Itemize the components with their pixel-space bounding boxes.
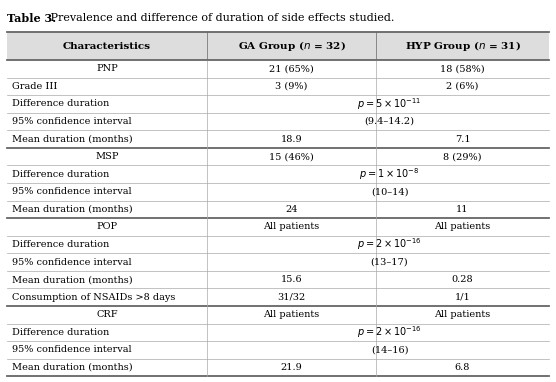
Text: Consumption of NSAIDs >8 days: Consumption of NSAIDs >8 days: [12, 293, 176, 302]
Text: $p = 2 \times 10^{-16}$: $p = 2 \times 10^{-16}$: [357, 324, 422, 340]
Text: PNP: PNP: [96, 64, 118, 73]
Text: 11: 11: [456, 205, 469, 214]
Text: Mean duration (months): Mean duration (months): [12, 275, 133, 284]
Text: 95% confidence interval: 95% confidence interval: [12, 117, 132, 126]
Text: $p = 1 \times 10^{-8}$: $p = 1 \times 10^{-8}$: [359, 166, 420, 182]
Text: Mean duration (months): Mean duration (months): [12, 134, 133, 144]
Text: 18.9: 18.9: [281, 134, 302, 144]
Text: Table 3.: Table 3.: [7, 13, 56, 24]
Text: 15.6: 15.6: [281, 275, 302, 284]
Text: (9.4–14.2): (9.4–14.2): [365, 117, 415, 126]
Text: 95% confidence interval: 95% confidence interval: [12, 345, 132, 354]
Text: GA Group ($\it{n}$ = 32): GA Group ($\it{n}$ = 32): [237, 39, 345, 53]
Text: 15 (46%): 15 (46%): [269, 152, 314, 161]
Text: All patients: All patients: [264, 310, 320, 319]
Text: Mean duration (months): Mean duration (months): [12, 363, 133, 372]
Text: All patients: All patients: [434, 222, 490, 231]
Text: 18 (58%): 18 (58%): [440, 64, 485, 73]
Text: (10–14): (10–14): [371, 187, 408, 196]
Text: MSP: MSP: [95, 152, 119, 161]
Text: 21 (65%): 21 (65%): [269, 64, 314, 73]
Text: (13–17): (13–17): [371, 257, 408, 267]
Text: 95% confidence interval: 95% confidence interval: [12, 257, 132, 267]
Text: 31/32: 31/32: [277, 293, 306, 302]
Text: 7.1: 7.1: [455, 134, 470, 144]
Text: HYP Group ($\it{n}$ = 31): HYP Group ($\it{n}$ = 31): [405, 39, 520, 53]
Text: Difference duration: Difference duration: [12, 170, 110, 179]
Text: Characteristics: Characteristics: [63, 42, 151, 51]
Text: CRF: CRF: [96, 310, 118, 319]
Text: Difference duration: Difference duration: [12, 328, 110, 337]
Text: Grade III: Grade III: [12, 82, 58, 91]
Text: 1/1: 1/1: [455, 293, 470, 302]
Text: Mean duration (months): Mean duration (months): [12, 205, 133, 214]
Bar: [7, 32, 549, 60]
Text: 3 (9%): 3 (9%): [275, 82, 308, 91]
Text: 6.8: 6.8: [455, 363, 470, 372]
Text: $p = 2 \times 10^{-16}$: $p = 2 \times 10^{-16}$: [357, 236, 422, 253]
Text: 95% confidence interval: 95% confidence interval: [12, 187, 132, 196]
Text: All patients: All patients: [434, 310, 490, 319]
Text: (14–16): (14–16): [371, 345, 408, 354]
Text: Difference duration: Difference duration: [12, 240, 110, 249]
Text: POP: POP: [97, 222, 118, 231]
Text: All patients: All patients: [264, 222, 320, 231]
Text: 8 (29%): 8 (29%): [443, 152, 481, 161]
Text: Difference duration: Difference duration: [12, 99, 110, 108]
Text: 0.28: 0.28: [451, 275, 473, 284]
Text: 21.9: 21.9: [281, 363, 302, 372]
Text: 2 (6%): 2 (6%): [446, 82, 479, 91]
Text: Prevalence and difference of duration of side effects studied.: Prevalence and difference of duration of…: [47, 13, 395, 23]
Text: 24: 24: [285, 205, 298, 214]
Text: $p = 5 \times 10^{-11}$: $p = 5 \times 10^{-11}$: [358, 96, 422, 112]
